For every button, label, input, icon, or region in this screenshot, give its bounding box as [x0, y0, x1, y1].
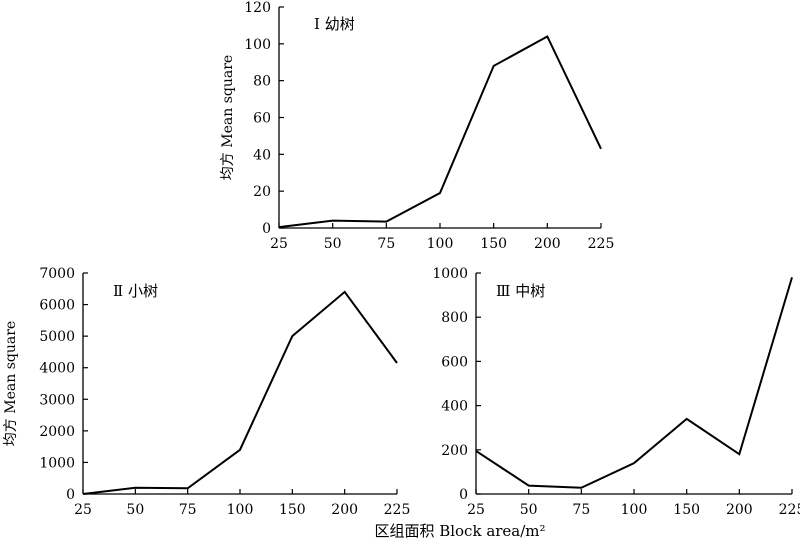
- x-tick-label: 75: [179, 502, 197, 518]
- y-tick-label: 5000: [39, 329, 75, 345]
- y-tick-label: 40: [253, 147, 271, 163]
- x-tick-label: 50: [324, 236, 342, 252]
- y-tick-label: 1000: [39, 455, 75, 471]
- y-tick-label: 0: [66, 487, 75, 503]
- y-tick-label: 4000: [39, 361, 75, 377]
- y-axis-label: 均方 Mean square: [3, 321, 19, 446]
- panel-label: Ⅰ 幼树: [314, 15, 355, 33]
- x-tick-label: 100: [227, 502, 254, 518]
- x-tick-label: 25: [74, 502, 92, 518]
- x-tick-label: 200: [331, 502, 358, 518]
- chart-panel-medium-tree: 0 200 400 600 800 1000 25 50 75 100 150 200 225 Ⅲ 中树: [432, 266, 800, 518]
- y-tick-label: 0: [262, 221, 271, 237]
- y-tick-label: 60: [253, 111, 271, 127]
- y-tick-label: 20: [253, 184, 271, 200]
- x-tick-label: 25: [270, 236, 288, 252]
- y-tick-label: 100: [244, 37, 271, 53]
- x-tick-label: 50: [126, 502, 144, 518]
- x-tick-label: 150: [673, 502, 700, 518]
- y-tick-label: 1000: [432, 266, 468, 282]
- x-tick-label: 200: [726, 502, 753, 518]
- series-line: [476, 277, 792, 487]
- x-tick-label: 150: [480, 236, 507, 252]
- y-tick-label: 0: [459, 487, 468, 503]
- y-tick-label: 6000: [39, 298, 75, 314]
- y-tick-label: 80: [253, 74, 271, 90]
- series-line: [83, 292, 397, 494]
- x-tick-label: 150: [279, 502, 306, 518]
- chart-panel-sapling: 0 1000 2000 3000 4000 5000 6000 7000 25 50 75 100 15…: [3, 266, 410, 518]
- panel-label: Ⅱ 小树: [113, 282, 158, 300]
- x-tick-label: 225: [588, 236, 615, 252]
- y-tick-label: 3000: [39, 392, 75, 408]
- panel-label: Ⅲ 中树: [496, 282, 545, 300]
- chart-panel-seedling: 0 20 40 60 80 100 120 25 50 75 100 150 200 225 Ⅰ 幼树均方 …: [220, 0, 614, 252]
- x-tick-label: 50: [520, 502, 538, 518]
- x-tick-label: 200: [534, 236, 561, 252]
- shared-x-axis-label: 区组面积 Block area/m²: [374, 522, 545, 540]
- series-line: [279, 37, 601, 228]
- y-tick-label: 120: [244, 0, 271, 16]
- x-tick-label: 75: [572, 502, 590, 518]
- x-tick-label: 225: [384, 502, 411, 518]
- y-tick-label: 200: [441, 443, 468, 459]
- x-tick-label: 25: [467, 502, 485, 518]
- x-tick-label: 225: [779, 502, 800, 518]
- x-tick-label: 75: [377, 236, 395, 252]
- y-tick-label: 800: [441, 310, 468, 326]
- x-tick-label: 100: [621, 502, 648, 518]
- y-tick-label: 7000: [39, 266, 75, 282]
- y-axis-label: 均方 Mean square: [220, 55, 236, 180]
- y-tick-label: 400: [441, 399, 468, 415]
- y-tick-label: 600: [441, 354, 468, 370]
- x-tick-label: 100: [427, 236, 454, 252]
- y-tick-label: 2000: [39, 424, 75, 440]
